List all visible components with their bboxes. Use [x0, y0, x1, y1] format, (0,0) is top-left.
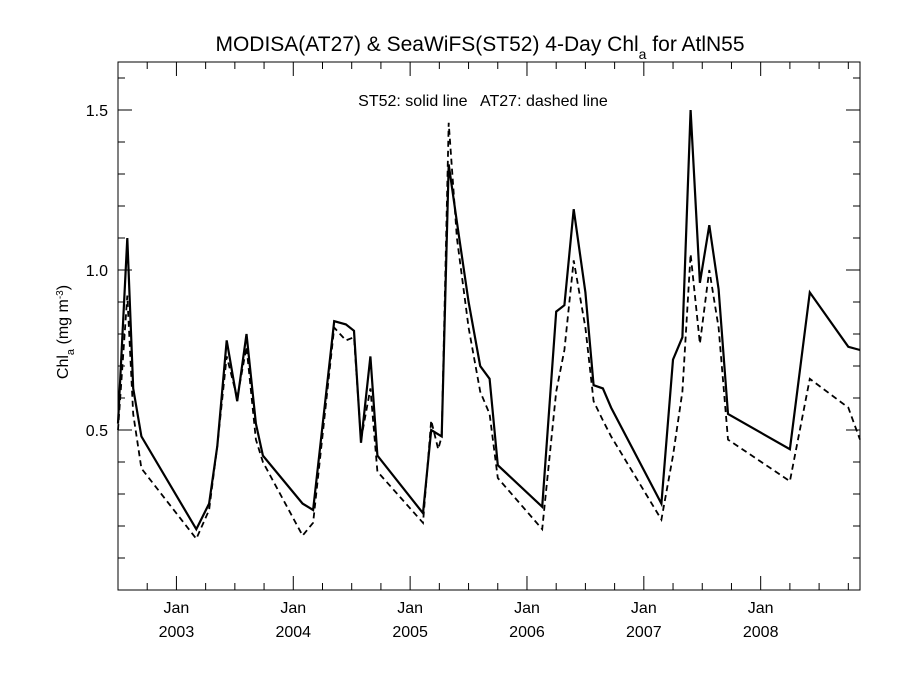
y-axis-ticks: 0.5 1.0 1.5 [86, 77, 860, 559]
y-axis-label-superscript: -3 [55, 290, 66, 299]
plot-frame [117, 61, 861, 591]
legend-annotation: ST52: solid line AT27: dashed line [358, 93, 608, 110]
y-tick-label: 1.5 [86, 103, 108, 120]
y-axis-label: Chla (mg m-3) [55, 285, 78, 379]
chart-title-subscript: a [639, 46, 647, 62]
series-line-solid [116, 109, 861, 532]
x-tick-label-month: Jan [514, 600, 540, 617]
x-tick-label-month: Jan [280, 600, 306, 617]
x-tick-label-month: Jan [631, 600, 657, 617]
x-tick-label-year: 2006 [509, 624, 545, 641]
x-tick-label-year: 2008 [743, 624, 779, 641]
x-tick-label-month: Jan [397, 600, 423, 617]
x-tick-label-month: Jan [748, 600, 774, 617]
x-tick-label-year: 2003 [159, 624, 195, 641]
x-tick-label-year: 2004 [275, 624, 311, 641]
series-line-dashed [117, 122, 861, 541]
x-tick-label-month: Jan [164, 600, 190, 617]
x-tick-label-year: 2005 [392, 624, 428, 641]
y-axis-label-subscript: a [65, 348, 77, 355]
x-tick-label-year: 2007 [626, 624, 662, 641]
y-tick-label: 1.0 [86, 263, 108, 280]
y-tick-label: 0.5 [86, 423, 108, 440]
x-axis-ticks: Jan 2003 Jan 2004 Jan 2005 Jan 2006 Jan 2007 Jan 20… [117, 62, 849, 641]
series-layer [116, 109, 861, 541]
chart-title: MODISA(AT27) & SeaWiFS(ST52) 4-Day Chla … [215, 33, 744, 62]
